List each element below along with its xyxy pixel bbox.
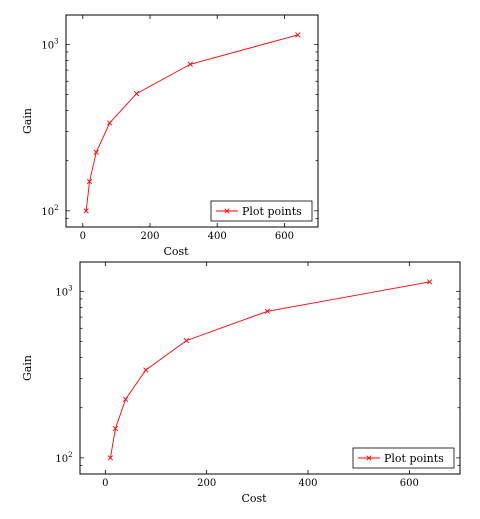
marker-stroke <box>187 61 193 67</box>
plot-frame <box>79 261 461 475</box>
y-tick-label: 102 <box>41 204 58 218</box>
y-tick-label: 103 <box>41 37 58 51</box>
data-point <box>107 120 113 126</box>
legend-label: Plot points <box>384 452 444 465</box>
y-tick-label: 103 <box>55 284 72 298</box>
data-point <box>122 396 129 402</box>
data-point <box>426 279 433 285</box>
legend-marker <box>224 208 230 214</box>
marker-stroke <box>86 178 93 185</box>
y-axis-label: Gain <box>21 108 34 134</box>
marker-stroke <box>133 90 140 97</box>
data-point <box>86 178 93 185</box>
chart-1: 0 200 400 600 102 103 Cost Gain Plot points <box>21 14 319 258</box>
x-tick-label: 0 <box>80 231 86 242</box>
marker-stroke <box>426 279 433 285</box>
x-tick-label: 400 <box>208 231 227 242</box>
legend: Plot points <box>210 200 313 222</box>
chart-2: 0 200 400 600 102 103 Cost Gain Plot points <box>21 261 461 505</box>
plot-frame <box>65 14 319 228</box>
data-point <box>187 61 193 67</box>
data-point <box>143 367 149 373</box>
legend-box <box>352 447 455 469</box>
legend: Plot points <box>352 447 455 469</box>
data-point <box>133 90 140 97</box>
x-tick-label: 200 <box>197 478 216 489</box>
data-point <box>83 208 89 214</box>
marker-stroke <box>107 455 114 461</box>
marker-stroke <box>264 308 271 314</box>
data-point <box>264 308 271 314</box>
series-line <box>109 281 430 458</box>
y-tick-label: 102 <box>55 451 72 465</box>
x-axis-label: Cost <box>241 492 267 505</box>
legend-box <box>210 200 313 222</box>
data-point <box>295 32 301 38</box>
data-point <box>107 455 114 461</box>
data-point <box>183 337 190 344</box>
x-tick-label: 600 <box>400 478 419 489</box>
x-tick-label: 200 <box>140 231 159 242</box>
marker-stroke <box>183 337 190 344</box>
marker-stroke <box>93 149 99 155</box>
data-point <box>93 149 99 155</box>
x-tick-label: 400 <box>298 478 317 489</box>
marker-stroke <box>112 425 119 432</box>
data-point <box>112 425 119 432</box>
y-axis-label: Gain <box>21 355 34 381</box>
legend-label: Plot points <box>242 205 302 218</box>
x-tick-label: 600 <box>275 231 294 242</box>
marker-stroke <box>122 396 129 402</box>
x-axis-label: Cost <box>163 245 189 258</box>
legend-marker <box>366 455 372 461</box>
x-tick-label: 0 <box>102 478 108 489</box>
marker-stroke <box>83 208 89 214</box>
series-line <box>85 34 298 211</box>
marker-stroke <box>295 32 301 38</box>
marker-stroke <box>143 367 149 373</box>
marker-stroke <box>107 120 113 126</box>
